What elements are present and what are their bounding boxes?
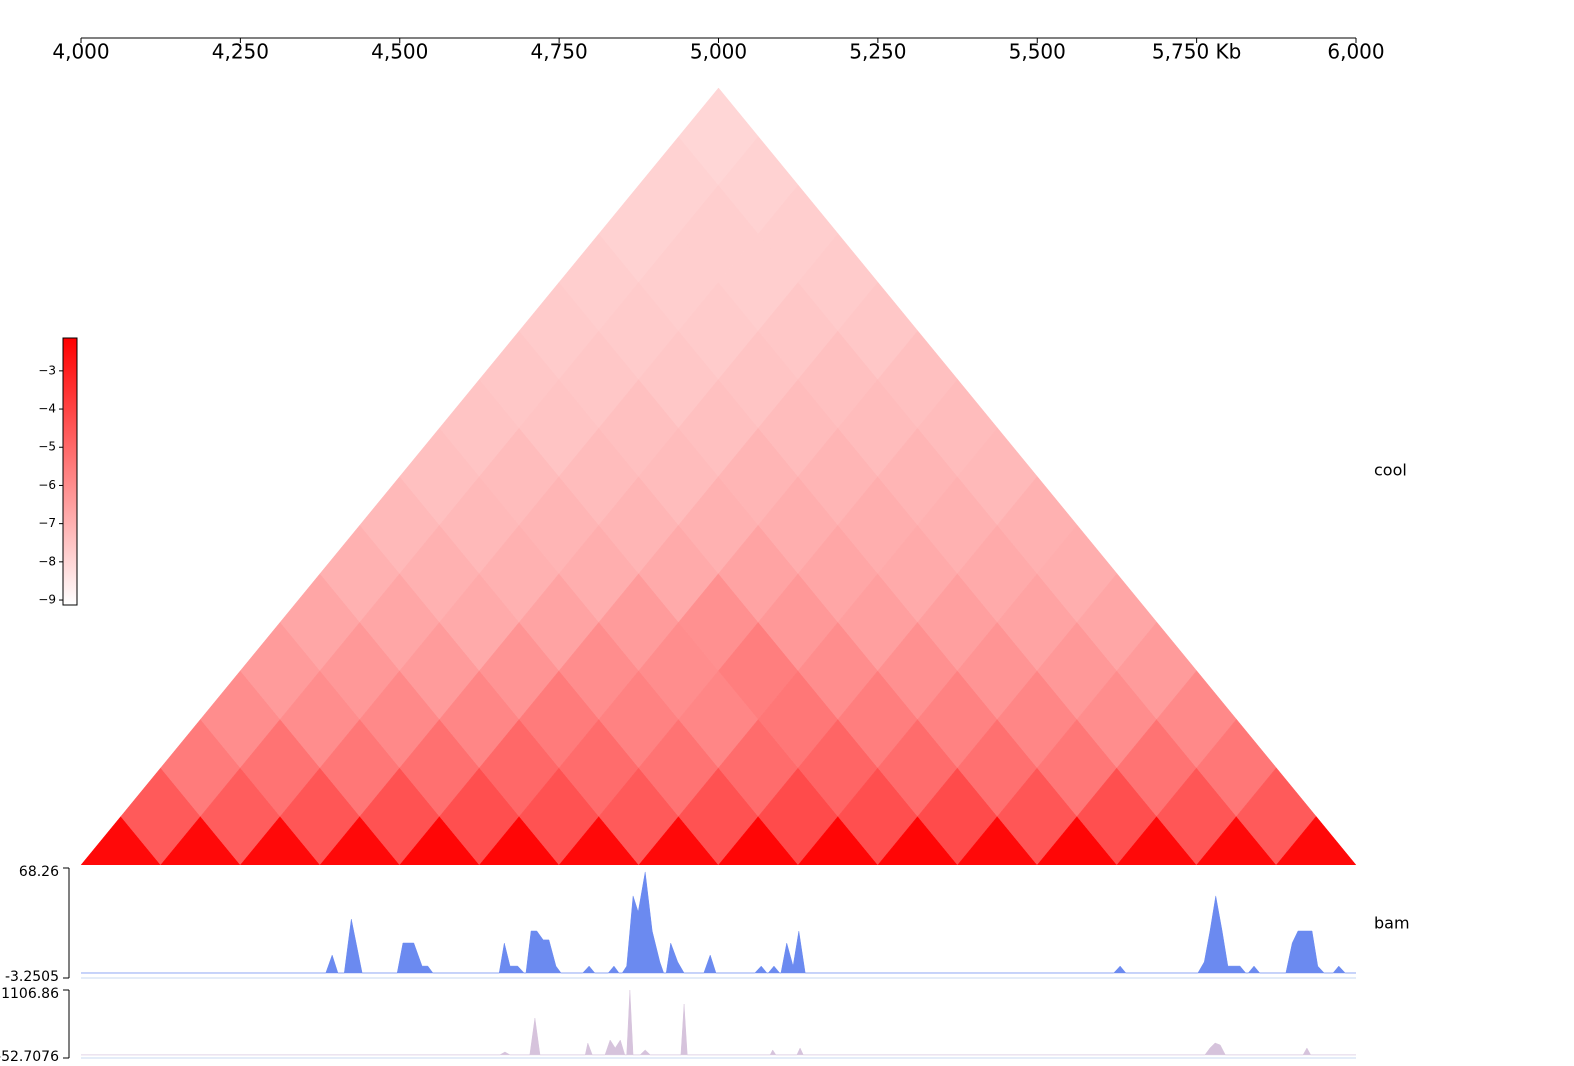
heatmap-cell: [479, 816, 560, 865]
colorbar-tick-label: −5: [38, 440, 56, 454]
heatmap-cell: [80, 816, 162, 865]
heatmap-cell: [957, 816, 1038, 865]
x-tick-label: 6,000: [1327, 40, 1384, 64]
heatmap-cell: [1275, 816, 1357, 865]
heatmap-cell: [718, 816, 799, 865]
heatmap-cell: [877, 816, 958, 865]
colorbar-tick-label: −3: [38, 363, 56, 377]
track-label: cool: [1374, 461, 1407, 480]
x-tick-label: 5,500: [1009, 40, 1066, 64]
colorbar-tick-label: −8: [38, 554, 56, 568]
heatmap-cell: [399, 816, 480, 865]
coverage-area: [81, 990, 1356, 1056]
heatmap-cell: [1196, 816, 1277, 865]
heatmap-cell: [240, 816, 321, 865]
y-tick-label: -3.2505: [5, 969, 59, 985]
heatmap-cell: [638, 816, 719, 865]
y-tick-label: 68.26: [19, 864, 59, 880]
x-tick-label: 4,500: [371, 40, 428, 64]
x-tick-label: 5,250: [849, 40, 906, 64]
heatmap-cell: [797, 816, 879, 865]
colorbar-tick-label: −7: [38, 516, 56, 530]
track-label: bam: [1374, 914, 1410, 933]
heatmap-cell: [1036, 816, 1118, 865]
colorbar: [62, 337, 78, 606]
heatmap-cell: [160, 816, 241, 865]
x-tick-label: 4,250: [212, 40, 269, 64]
colorbar-tick-label: −4: [38, 402, 56, 416]
y-tick-label: 1106.86: [1, 986, 59, 1002]
x-tick-label: 5,750 Kb: [1152, 40, 1241, 64]
x-tick-label: 4,750: [530, 40, 587, 64]
heatmap-cell: [558, 816, 640, 865]
colorbar-tick-label: −6: [38, 478, 56, 492]
heatmap-cell: [319, 816, 401, 865]
heatmap: [80, 87, 1357, 865]
colorbar-tick-label: −9: [38, 593, 56, 607]
y-tick-label: -52.7076: [0, 1049, 59, 1065]
coverage-area: [81, 871, 1356, 974]
heatmap-cell: [1116, 816, 1197, 865]
x-tick-label: 5,000: [690, 40, 747, 64]
x-tick-label: 4,000: [52, 40, 109, 64]
